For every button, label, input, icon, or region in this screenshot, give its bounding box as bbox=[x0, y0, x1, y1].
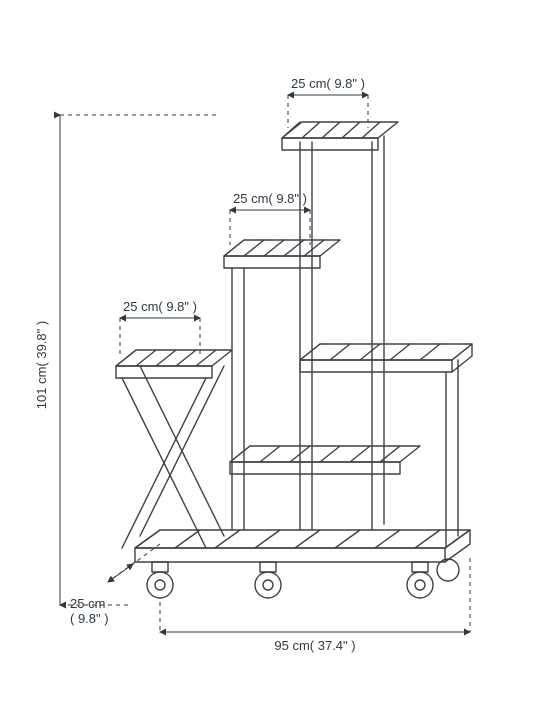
right-tower-posts bbox=[300, 136, 384, 530]
dim-shelf-top-label: 25 cm( 9.8" ) bbox=[291, 76, 365, 91]
dim-shelf-upper-label: 25 cm( 9.8" ) bbox=[233, 191, 307, 206]
side-stool bbox=[116, 350, 232, 548]
dim-height-label: 101 cm( 39.8" ) bbox=[34, 321, 49, 409]
dimension-diagram: 101 cm( 39.8" ) 25 cm( 9.8" ) 25 cm( 9.8… bbox=[0, 0, 540, 720]
wheels bbox=[147, 559, 459, 598]
dim-width-label: 95 cm( 37.4" ) bbox=[274, 638, 355, 653]
dim-depth-label: 25 cm bbox=[70, 596, 105, 611]
base-shelf bbox=[135, 530, 470, 562]
dim-shelf-top: 25 cm( 9.8" ) bbox=[288, 76, 368, 128]
dim-height: 101 cm( 39.8" ) bbox=[34, 115, 220, 605]
dim-shelf-side-label: 25 cm( 9.8" ) bbox=[123, 299, 197, 314]
low-mid-shelf bbox=[230, 446, 420, 474]
dim-depth-label2: ( 9.8" ) bbox=[70, 611, 109, 626]
upper-shelf bbox=[224, 240, 340, 530]
dim-shelf-side: 25 cm( 9.8" ) bbox=[120, 299, 200, 355]
dim-shelf-upper: 25 cm( 9.8" ) bbox=[230, 191, 310, 245]
